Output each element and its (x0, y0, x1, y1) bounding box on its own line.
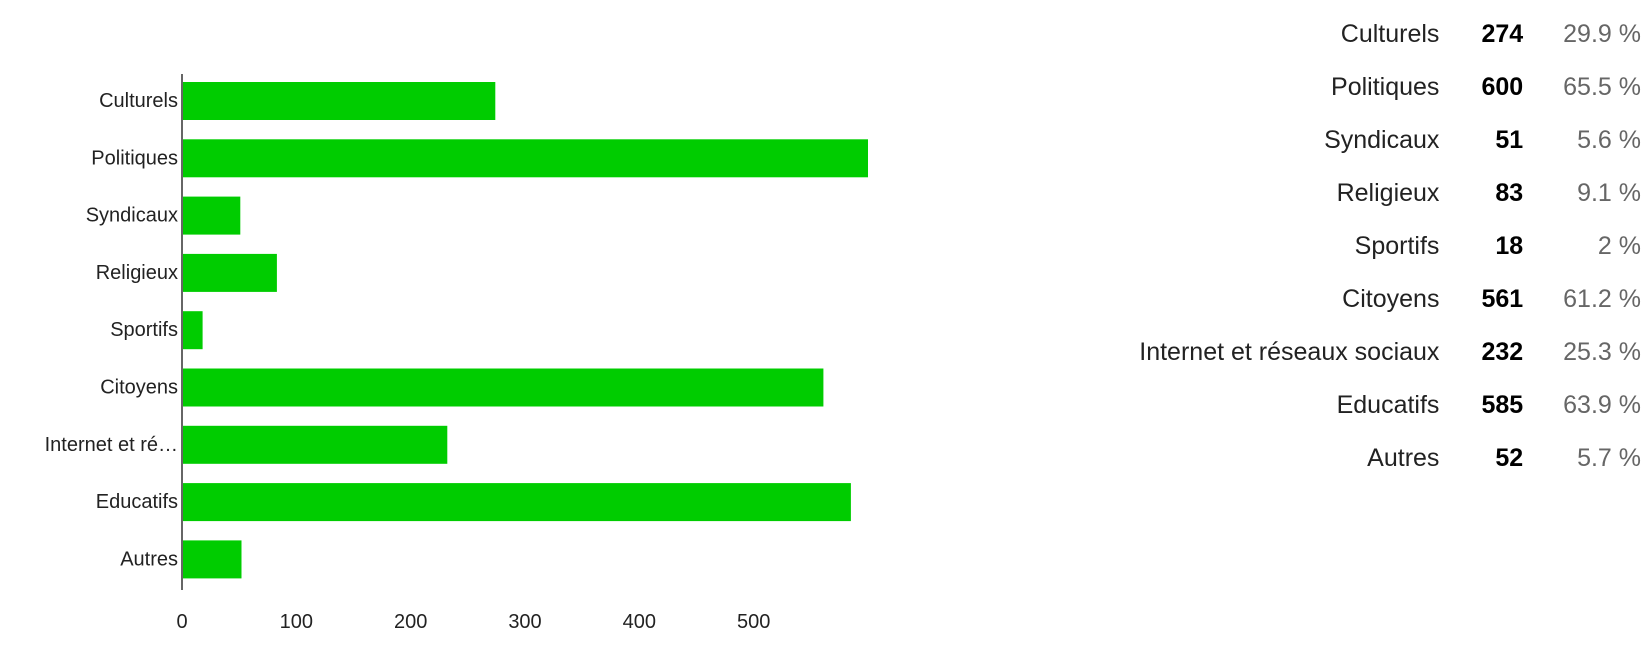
bar (182, 425, 448, 464)
bar (182, 483, 851, 522)
category-label: Educatifs (96, 491, 178, 513)
summary-row: Religieux 83 9.1 % (1139, 167, 1641, 220)
summary-percentage: 9.1 % (1577, 179, 1641, 207)
summary-category-label: Politiques (1331, 73, 1440, 101)
summary-percentage: 25.3 % (1563, 338, 1641, 366)
bar (182, 540, 242, 579)
x-tick-label: 100 (280, 611, 313, 633)
summary-count: 52 (1495, 444, 1524, 472)
x-tick-label: 400 (623, 611, 656, 633)
summary-category-label: Culturels (1340, 20, 1440, 48)
summary-percentage: 5.6 % (1577, 126, 1641, 154)
summary-category-label: Internet et réseaux sociaux (1139, 338, 1440, 366)
bar (182, 253, 277, 292)
summary-row: Syndicaux 51 5.6 % (1139, 114, 1641, 167)
summary-row: Sportifs 18 2 % (1139, 220, 1641, 273)
bar-chart: Culturels Politiques Syndicaux Religieux Spo… (45, 74, 868, 633)
summary-row: Citoyens 561 61.2 % (1139, 273, 1641, 326)
summary-percentage: 63.9 % (1563, 391, 1641, 419)
bar (182, 368, 824, 407)
summary-category-label: Educatifs (1336, 391, 1440, 419)
summary-count: 585 (1481, 391, 1524, 419)
bar (182, 139, 868, 178)
summary-percentage: 29.9 % (1563, 20, 1641, 48)
category-label: Syndicaux (86, 205, 178, 227)
summary-count: 561 (1481, 285, 1524, 313)
bar (182, 196, 241, 235)
summary-category-label: Syndicaux (1324, 126, 1440, 154)
summary-count: 18 (1495, 232, 1524, 260)
summary-count: 600 (1481, 73, 1524, 101)
summary-percentage: 5.7 % (1577, 444, 1641, 472)
summary-row: Culturels 274 29.9 % (1139, 8, 1641, 61)
summary-category-label: Citoyens (1342, 285, 1440, 313)
summary-category-label: Sportifs (1354, 232, 1440, 260)
summary-percentage: 61.2 % (1563, 285, 1641, 313)
category-label: Culturels (99, 90, 178, 112)
summary-table: Culturels 274 29.9 % Politiques 600 65.5 % Syn… (1139, 8, 1641, 485)
x-tick-label: 500 (737, 611, 770, 633)
x-tick-label: 200 (394, 611, 427, 633)
summary-count: 83 (1495, 179, 1524, 207)
summary-category-label: Autres (1367, 444, 1440, 472)
summary-category-label: Religieux (1336, 179, 1440, 207)
summary-table-body: Culturels 274 29.9 % Politiques 600 65.5 % Syn… (1139, 8, 1641, 485)
summary-row: Internet et réseaux sociaux 232 25.3 % (1139, 326, 1641, 379)
summary-row: Politiques 600 65.5 % (1139, 61, 1641, 114)
x-tick-label: 0 (176, 611, 187, 633)
summary-row: Autres 52 5.7 % (1139, 432, 1641, 485)
category-label: Citoyens (100, 377, 178, 399)
category-label: Internet et ré… (45, 434, 178, 456)
bar (182, 311, 203, 350)
summary-percentage: 65.5 % (1563, 73, 1641, 101)
summary-percentage: 2 % (1597, 232, 1641, 260)
summary-row: Educatifs 585 63.9 % (1139, 379, 1641, 432)
category-label: Sportifs (110, 319, 178, 341)
category-label: Autres (120, 548, 178, 570)
summary-count: 274 (1481, 20, 1524, 48)
summary-count: 51 (1495, 126, 1524, 154)
bar (182, 82, 496, 120)
summary-count: 232 (1481, 338, 1524, 366)
x-tick-label: 300 (508, 611, 541, 633)
category-label: Religieux (96, 262, 178, 284)
category-label: Politiques (91, 147, 178, 169)
